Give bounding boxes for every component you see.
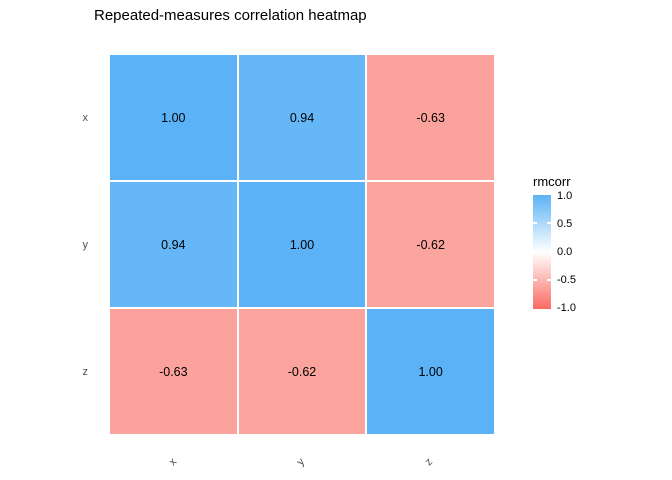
heatmap-cell-z-z: 1.00 bbox=[367, 309, 494, 434]
heatmap-cell-y-x: 0.94 bbox=[110, 182, 237, 307]
heatmap-cell-z-y: -0.62 bbox=[238, 309, 366, 434]
heatmap-cell-z-x: -0.63 bbox=[110, 309, 237, 434]
y-axis-tick-x: x bbox=[82, 111, 89, 124]
legend-tick-mark bbox=[547, 279, 551, 281]
chart-title: Repeated-measures correlation heatmap bbox=[94, 7, 367, 24]
heatmap-cell-x-y: 0.94 bbox=[238, 55, 366, 180]
x-axis-tick-x: x bbox=[166, 455, 180, 469]
legend-tick-label: 1.0 bbox=[557, 190, 573, 202]
heatmap-cell-x-z: -0.63 bbox=[367, 55, 494, 180]
legend-tick-mark bbox=[533, 279, 537, 281]
legend: rmcorr 1.0 0.5 0.0 -0.5 -1.0 bbox=[533, 174, 643, 314]
legend-tick-labels: 1.0 0.5 0.0 -0.5 -1.0 bbox=[557, 190, 597, 314]
heatmap-cell-x-x: 1.00 bbox=[110, 55, 237, 180]
legend-tick-label: -1.0 bbox=[557, 302, 576, 314]
legend-colorbar: 1.0 0.5 0.0 -0.5 -1.0 bbox=[533, 190, 576, 314]
legend-title: rmcorr bbox=[533, 174, 571, 189]
legend-tick-mark bbox=[533, 222, 537, 224]
x-axis-tick-z: z bbox=[422, 455, 436, 469]
heatmap-cell-y-y: 1.00 bbox=[238, 182, 366, 307]
legend-tick-label: 0.0 bbox=[557, 246, 573, 258]
legend-gradient-bar bbox=[533, 195, 551, 309]
legend-tick-label: 0.5 bbox=[557, 218, 573, 230]
x-axis-tick-y: y bbox=[294, 455, 308, 469]
heatmap-panel: 1.00 0.94 -0.63 0.94 1.00 -0.62 -0.63 -0… bbox=[110, 55, 494, 434]
heatmap-cell-y-z: -0.62 bbox=[367, 182, 494, 307]
legend-tick-mark bbox=[547, 222, 551, 224]
y-axis-tick-z: z bbox=[82, 365, 89, 378]
y-axis-tick-y: y bbox=[82, 238, 89, 251]
legend-tick-label: -0.5 bbox=[557, 274, 576, 286]
